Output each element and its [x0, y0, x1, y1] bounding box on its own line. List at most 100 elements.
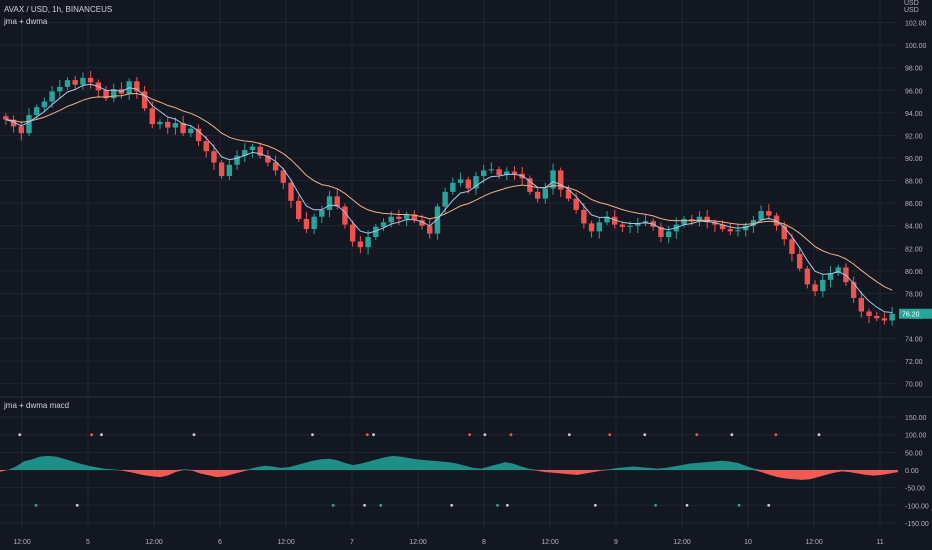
time-tick-label: 7 — [350, 539, 354, 546]
candle-body — [766, 211, 772, 216]
indicator-main-label: jma + dwma — [4, 17, 48, 26]
candle-body — [157, 121, 163, 125]
symbol-title: AVAX / USD, 1h, BINANCEUS — [4, 5, 113, 14]
price-tick-label: 74.00 — [905, 337, 923, 344]
signal-dot-top — [90, 433, 93, 437]
price-tick-label: 88.00 — [905, 179, 923, 186]
candle-body — [820, 279, 826, 292]
price-tick-label: 98.00 — [905, 66, 923, 73]
candle-body — [373, 226, 379, 237]
candle-body — [704, 216, 710, 223]
candle-body — [565, 189, 572, 199]
time-tick-label: 10 — [744, 539, 752, 546]
price-axis-unit-2: USD — [904, 7, 919, 14]
price-tick-label: 70.00 — [905, 382, 923, 389]
signal-dot-bottom — [593, 503, 597, 507]
candle-body — [457, 179, 464, 183]
candle-body — [226, 164, 233, 177]
macd-tick-label: 50.00 — [905, 450, 923, 457]
signal-dot-top — [365, 433, 369, 437]
candle-body — [149, 108, 155, 125]
signal-dot-top — [192, 433, 196, 437]
candle-body — [188, 128, 194, 134]
macd-negative-area — [0, 470, 898, 480]
candle-body — [619, 224, 626, 227]
price-tick-label: 100.00 — [905, 43, 927, 50]
candle-body — [604, 216, 610, 223]
signal-dot-bottom — [363, 503, 366, 507]
candle-body — [41, 101, 48, 108]
macd-tick-label: -150.00 — [905, 521, 929, 528]
candle-body — [26, 115, 32, 134]
candle-body — [827, 273, 834, 280]
macd-tick-label: -100.00 — [905, 503, 929, 510]
candle-body — [141, 91, 148, 109]
candle-body — [211, 151, 217, 163]
macd-tick-label: -50.00 — [905, 486, 925, 493]
candle-body — [87, 77, 94, 83]
candle-body — [272, 162, 279, 171]
price-tick-label: 102.00 — [905, 21, 927, 28]
signal-dot-top — [730, 433, 734, 437]
signal-dot-bottom — [685, 503, 689, 507]
signal-dot-bottom — [34, 503, 38, 507]
candle-body — [57, 86, 63, 92]
candle-body — [534, 191, 541, 199]
candle-body — [465, 179, 471, 189]
macd-tick-label: 0.00 — [905, 468, 919, 475]
candle-body — [719, 224, 726, 230]
macd-tick-label: 100.00 — [905, 433, 927, 440]
dwma-line — [5, 92, 893, 291]
price-tick-label: 80.00 — [905, 269, 923, 276]
candle-body — [349, 224, 356, 242]
candle-body — [889, 313, 895, 321]
candle-body — [735, 230, 741, 232]
last-price-value: 76.20 — [902, 312, 920, 319]
candle-body — [480, 170, 487, 177]
signal-dot-bottom — [767, 503, 771, 507]
candle-body — [427, 225, 433, 234]
macd-positive-area — [0, 455, 898, 470]
candle-body — [203, 141, 209, 152]
signal-dot-top — [311, 433, 314, 437]
time-tick-label: 12:00 — [13, 539, 31, 546]
price-tick-label: 90.00 — [905, 156, 923, 163]
candle-body — [165, 121, 171, 128]
candle-body — [712, 222, 718, 225]
time-tick-label: 5 — [86, 539, 90, 546]
signal-dot-bottom — [379, 503, 383, 507]
price-tick-label: 78.00 — [905, 291, 923, 298]
candle-body — [527, 178, 533, 192]
signal-dot-top — [817, 433, 821, 437]
candle-body — [257, 146, 263, 156]
candle-body — [296, 200, 302, 219]
price-axis-unit-1: USD — [904, 0, 919, 7]
jma-line — [5, 83, 893, 313]
candle-body — [357, 241, 364, 248]
candle-body — [319, 209, 325, 217]
signal-dot-top — [18, 433, 22, 437]
candle-body — [180, 123, 186, 134]
candle-body — [681, 218, 687, 225]
candle-body — [218, 162, 225, 177]
candle-body — [450, 182, 456, 192]
candle-body — [496, 169, 502, 175]
candle-body — [411, 214, 418, 221]
signal-dot-bottom — [331, 503, 335, 507]
candle-body — [326, 196, 333, 210]
candle-body — [866, 311, 872, 316]
signal-dot-top — [468, 433, 472, 437]
candle-body — [804, 268, 811, 285]
signal-dot-top — [567, 433, 571, 437]
time-tick-label: 8 — [482, 539, 486, 546]
candle-body — [612, 216, 618, 225]
price-tick-label: 72.00 — [905, 359, 923, 366]
candle-body — [303, 218, 310, 230]
price-tick-label: 82.00 — [905, 246, 923, 253]
candle-body — [265, 155, 271, 163]
candle-body — [881, 318, 888, 321]
candle-body — [550, 170, 556, 189]
candle-body — [442, 191, 448, 207]
